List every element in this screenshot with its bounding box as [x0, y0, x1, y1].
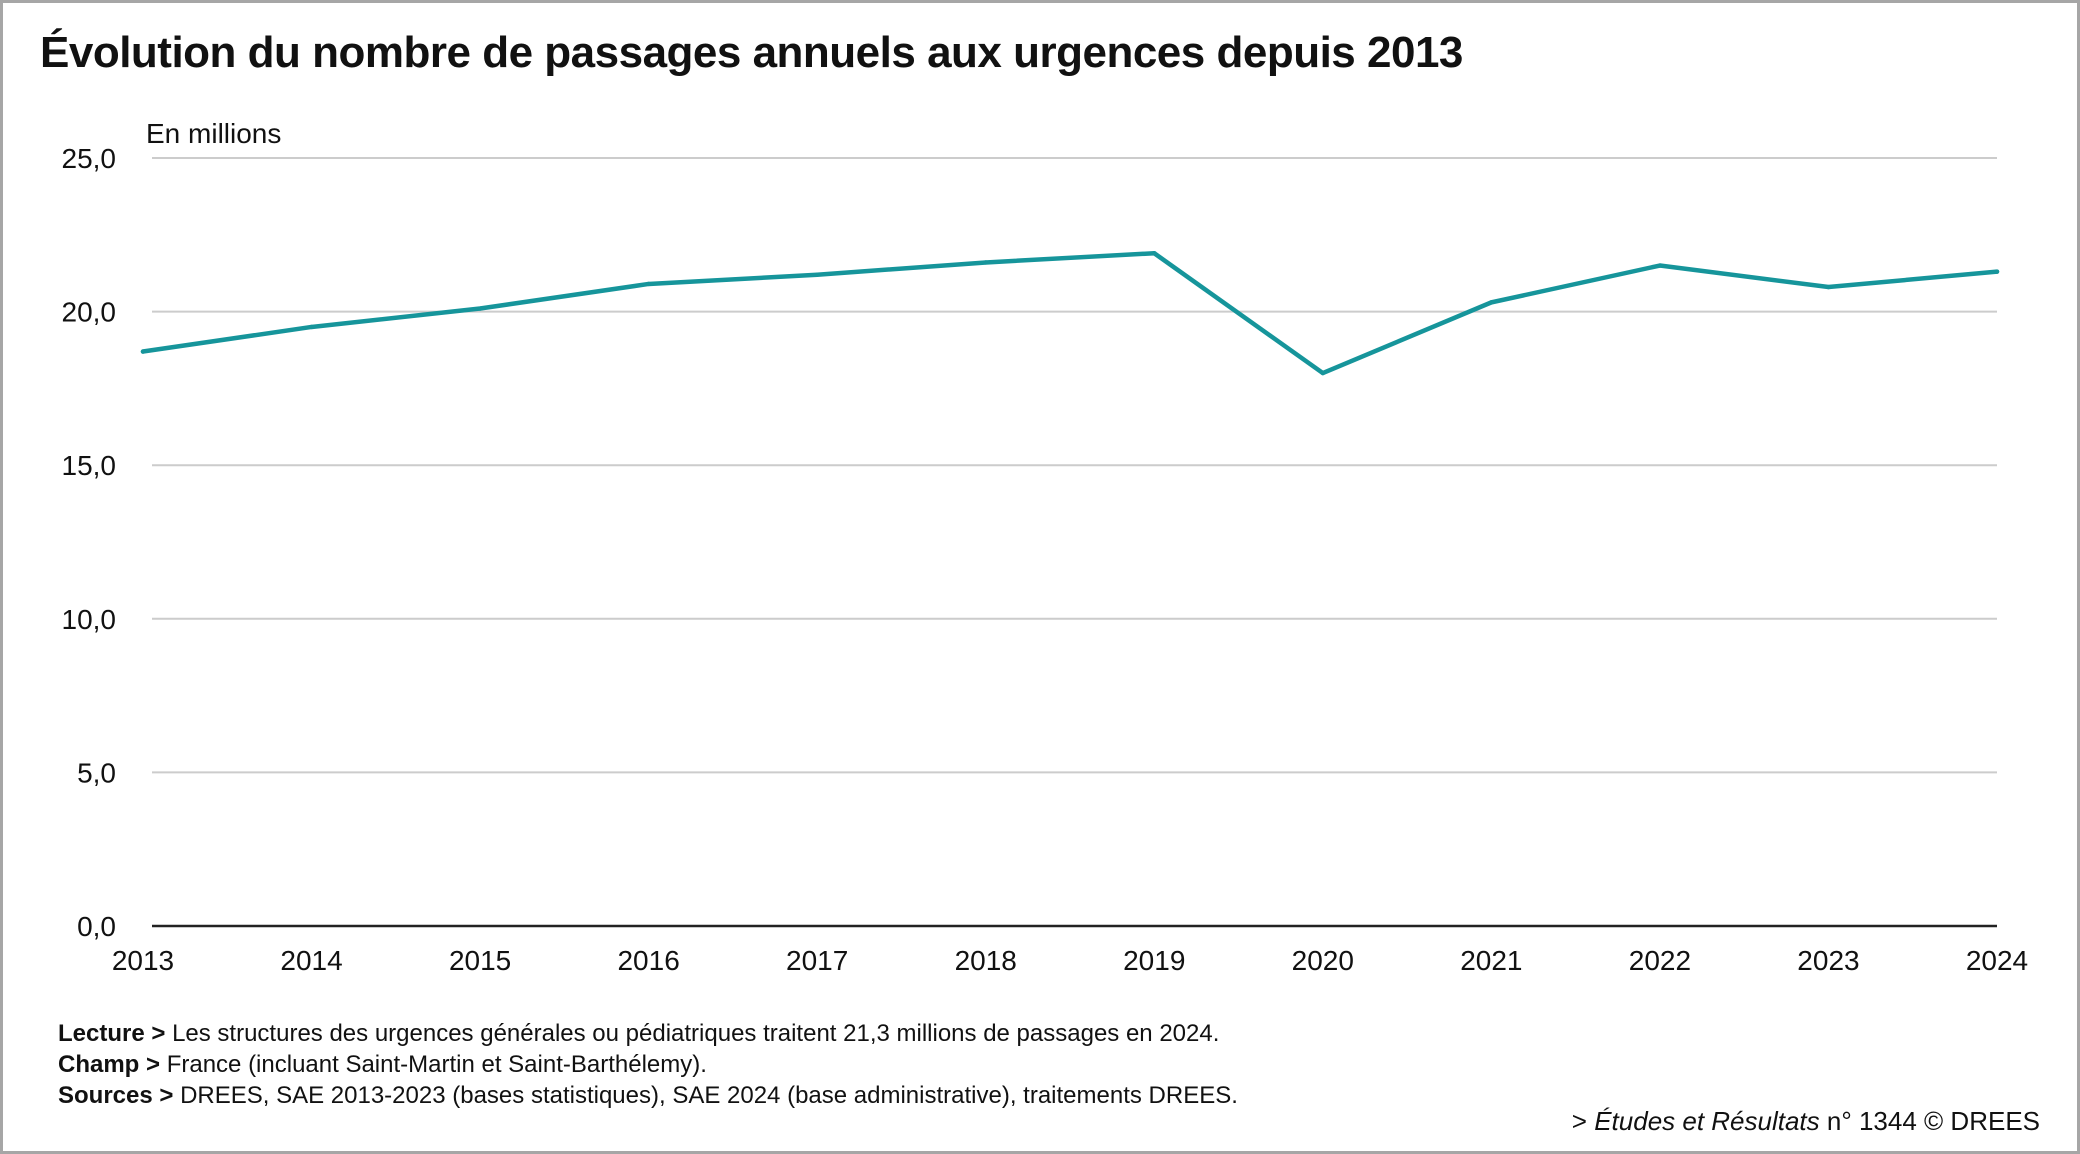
y-tick-label: 5,0	[77, 757, 116, 788]
data-point-2017	[814, 272, 820, 277]
y-tick-label: 15,0	[62, 450, 117, 481]
x-tick-label: 2019	[1123, 945, 1185, 976]
data-point-2024	[1994, 269, 2000, 274]
x-tick-labels: 2013 2014 2015 2016 2017 2018 2019 2020 2021 2022…	[112, 945, 2028, 976]
x-tick-label: 2020	[1292, 945, 1354, 976]
gridlines	[152, 157, 1997, 928]
x-tick-label: 2013	[112, 945, 174, 976]
lecture-note: Lecture > Les structures des urgences gé…	[58, 1018, 1238, 1049]
x-tick-label: 2024	[1966, 945, 2028, 976]
data-point-2023	[1826, 284, 1831, 290]
data-point-2018	[983, 260, 988, 265]
champ-label: Champ >	[58, 1051, 161, 1078]
data-point-2019	[1152, 251, 1157, 256]
sources-note: Sources > DREES, SAE 2013-2023 (bases st…	[58, 1080, 1238, 1111]
x-tick-label: 2016	[617, 945, 679, 976]
x-tick-label: 2014	[280, 945, 342, 976]
series-line	[140, 250, 2000, 376]
data-point-2013	[140, 349, 146, 354]
data-point-2020	[1320, 370, 1326, 376]
x-tick-label: 2022	[1629, 945, 1691, 976]
y-axis-label: En millions	[146, 118, 281, 149]
sources-label: Sources >	[58, 1082, 174, 1109]
y-tick-labels: 0,0 5,0 10,0 15,0 20,0 25,0	[62, 143, 117, 942]
y-tick-label: 20,0	[62, 297, 117, 328]
x-tick-label: 2023	[1797, 945, 1859, 976]
data-point-2016	[646, 281, 651, 287]
x-tick-label: 2018	[955, 945, 1017, 976]
y-tick-label: 0,0	[77, 911, 116, 942]
chart-notes: Lecture > Les structures des urgences gé…	[58, 1018, 1238, 1111]
champ-note: Champ > France (incluant Saint-Martin et…	[58, 1049, 1238, 1080]
chart-title: Évolution du nombre de passages annuels …	[40, 28, 1463, 77]
credit-prefix: >	[1571, 1106, 1595, 1136]
data-point-2021	[1489, 300, 1494, 305]
lecture-text: Les structures des urgences générales ou…	[172, 1020, 1220, 1047]
credit-number: n° 1344 © DREES	[1819, 1106, 2040, 1136]
y-tick-label: 10,0	[62, 604, 117, 635]
data-point-2015	[477, 306, 483, 311]
x-tick-label: 2015	[449, 945, 511, 976]
sources-text: DREES, SAE 2013-2023 (bases statistiques…	[180, 1082, 1238, 1109]
x-tick-label: 2017	[786, 945, 848, 976]
data-series	[140, 250, 2000, 376]
source-credit: > Études et Résultats n° 1344 © DREES	[1572, 1106, 2040, 1137]
y-tick-label: 25,0	[62, 143, 117, 174]
data-point-2014	[309, 324, 314, 330]
data-point-2022	[1657, 263, 1663, 268]
credit-publication: Études et Résultats	[1594, 1106, 1820, 1136]
x-tick-label: 2021	[1460, 945, 1522, 976]
lecture-label: Lecture >	[58, 1020, 166, 1047]
champ-text: France (incluant Saint-Martin et Saint-B…	[166, 1051, 707, 1078]
